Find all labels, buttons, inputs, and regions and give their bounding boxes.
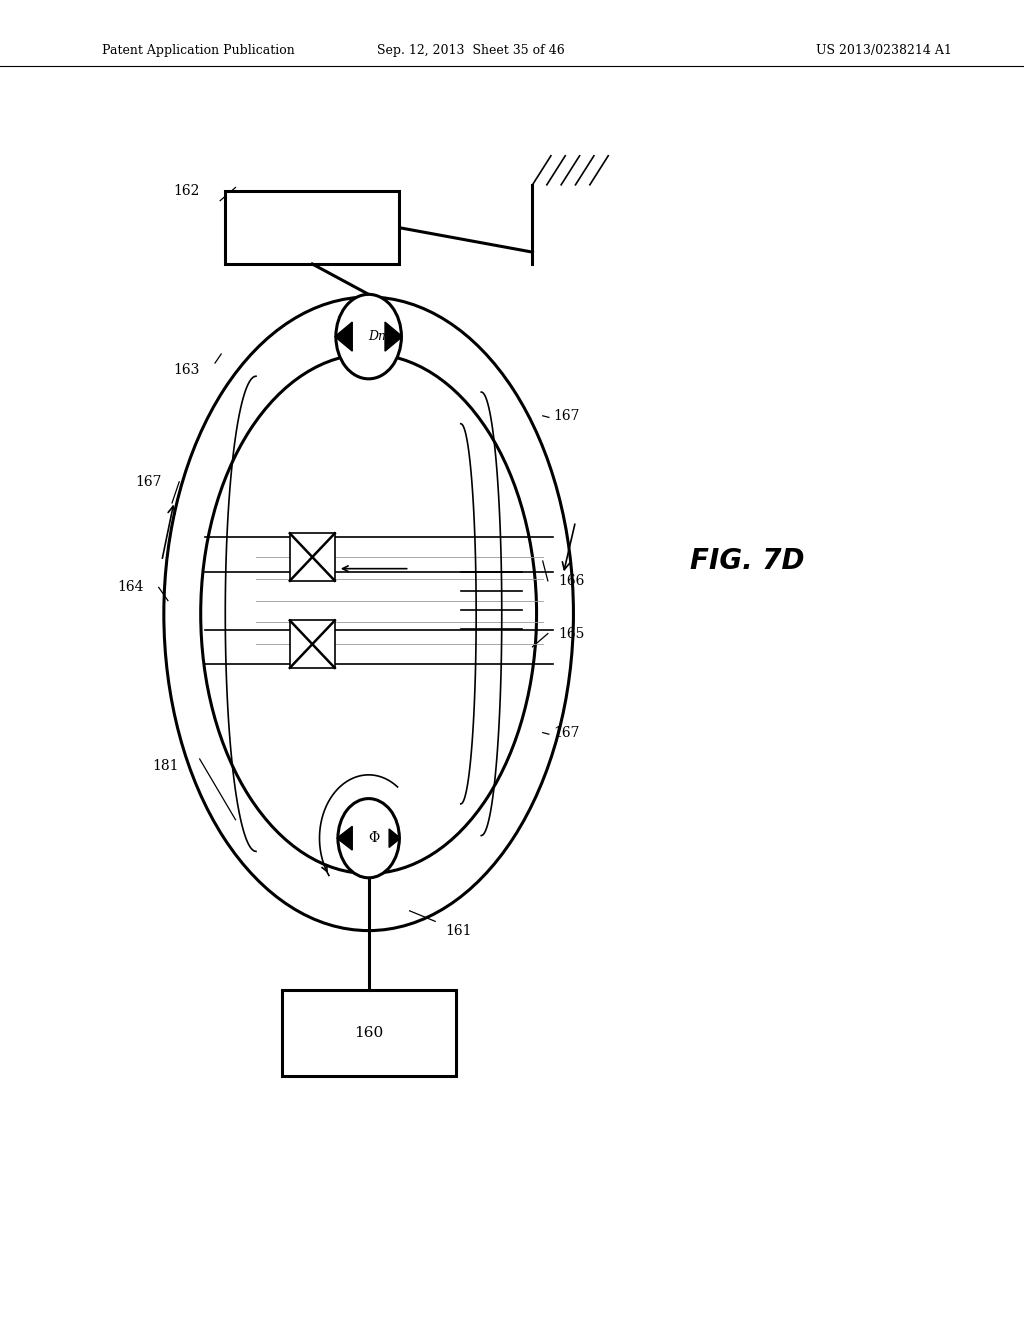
- Text: 162: 162: [173, 185, 200, 198]
- Bar: [225, 191, 399, 264]
- Text: 164: 164: [117, 581, 143, 594]
- Text: Patent Application Publication: Patent Application Publication: [102, 44, 295, 57]
- Polygon shape: [335, 322, 352, 351]
- Text: Dm: Dm: [368, 330, 390, 343]
- Circle shape: [336, 294, 401, 379]
- Circle shape: [338, 799, 399, 878]
- Bar: [290, 620, 335, 668]
- Polygon shape: [389, 829, 400, 847]
- Text: 166: 166: [558, 574, 585, 587]
- Text: 167: 167: [553, 726, 580, 739]
- Text: 165: 165: [558, 627, 585, 640]
- Text: Sep. 12, 2013  Sheet 35 of 46: Sep. 12, 2013 Sheet 35 of 46: [377, 44, 565, 57]
- Text: 160: 160: [354, 1026, 383, 1040]
- Polygon shape: [337, 826, 352, 850]
- Text: 167: 167: [135, 475, 162, 488]
- Text: US 2013/0238214 A1: US 2013/0238214 A1: [816, 44, 952, 57]
- Polygon shape: [385, 322, 402, 351]
- Ellipse shape: [164, 297, 573, 931]
- Text: FIG. 7D: FIG. 7D: [690, 546, 805, 576]
- Text: 163: 163: [173, 363, 200, 376]
- Bar: [282, 990, 456, 1076]
- Text: Φ: Φ: [369, 832, 379, 845]
- Bar: [290, 533, 335, 581]
- Text: 161: 161: [445, 924, 472, 937]
- Text: 167: 167: [553, 409, 580, 422]
- Text: 181: 181: [153, 759, 179, 772]
- Ellipse shape: [201, 354, 537, 874]
